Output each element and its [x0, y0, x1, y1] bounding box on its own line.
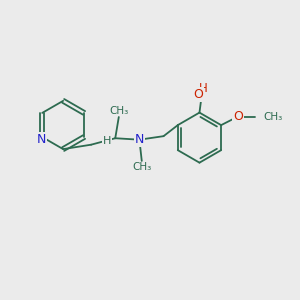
Text: O: O [194, 88, 203, 101]
Text: CH₃: CH₃ [109, 106, 128, 116]
Text: O: O [233, 110, 243, 123]
Text: CH₃: CH₃ [132, 162, 152, 172]
Text: H: H [199, 82, 208, 95]
Text: H: H [103, 136, 111, 146]
Text: CH₃: CH₃ [263, 112, 283, 122]
Text: N: N [135, 133, 144, 146]
Text: N: N [37, 134, 46, 146]
